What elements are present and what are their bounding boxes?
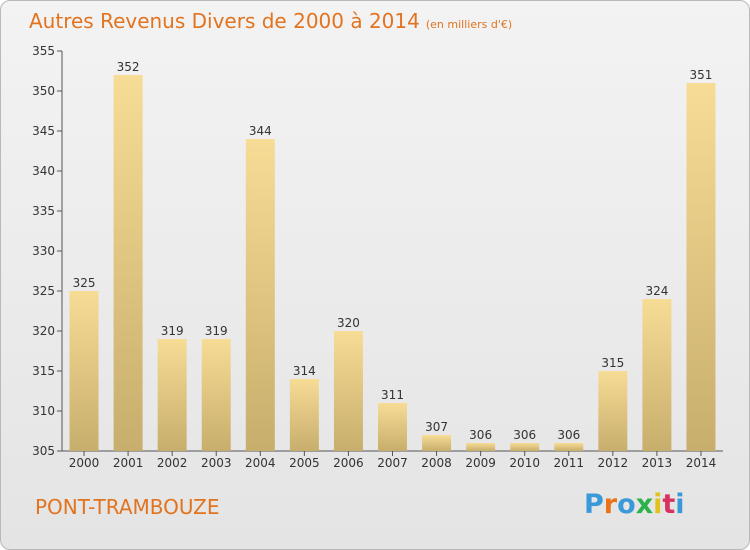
bar — [113, 75, 143, 451]
bar — [466, 443, 496, 451]
bar — [510, 443, 540, 451]
bar-value-label: 344 — [249, 124, 272, 138]
x-tick-label: 2000 — [69, 456, 100, 470]
bar — [378, 403, 407, 451]
bar-value-label: 314 — [293, 364, 316, 378]
chart-axes: 305 310 315 320 325 330 335 340 345 350 355 2000 200… — [32, 44, 723, 470]
x-tick-label: 2007 — [377, 456, 408, 470]
bar — [554, 443, 584, 451]
bar — [333, 331, 363, 451]
logo-letter: r — [603, 489, 618, 520]
x-tick-label: 2013 — [642, 456, 673, 470]
x-tick-label: 2014 — [686, 456, 717, 470]
proxiti-logo: Proxiti — [584, 489, 685, 520]
x-tick-label: 2010 — [509, 456, 540, 470]
bar-value-label: 319 — [161, 324, 184, 338]
y-tick-label: 355 — [32, 44, 55, 58]
chart-data-labels: 325 352 319 319 344 314 320 311 307 306 306 306 315 3… — [73, 60, 713, 442]
y-tick-label: 345 — [32, 124, 55, 138]
y-tick-label: 320 — [32, 324, 55, 338]
x-tick-label: 2006 — [333, 456, 364, 470]
bar — [598, 371, 628, 451]
bar — [245, 139, 275, 451]
y-tick-label: 310 — [32, 404, 55, 418]
x-tick-label: 2004 — [245, 456, 276, 470]
bar — [289, 379, 319, 451]
bar-value-label: 325 — [73, 276, 96, 290]
bar — [69, 291, 99, 451]
bar-value-label: 315 — [601, 356, 624, 370]
bar — [422, 435, 452, 451]
x-tick-label: 2005 — [289, 456, 320, 470]
x-tick-label: 2012 — [598, 456, 629, 470]
x-tick-label: 2001 — [113, 456, 144, 470]
y-tick-label: 350 — [32, 84, 55, 98]
bar-value-label: 306 — [469, 428, 492, 442]
x-tick-label: 2003 — [201, 456, 232, 470]
bar — [201, 339, 231, 451]
x-tick-label: 2009 — [465, 456, 496, 470]
y-tick-label: 330 — [32, 244, 55, 258]
bar-value-label: 306 — [513, 428, 536, 442]
logo-letter: x — [635, 489, 654, 520]
chart-unit: (en milliers d'€) — [425, 18, 513, 31]
chart-title-text: Autres Revenus Divers de 2000 à 2014 — [29, 9, 420, 33]
y-tick-label: 315 — [32, 364, 55, 378]
x-tick-label: 2002 — [157, 456, 188, 470]
chart-title: Autres Revenus Divers de 2000 à 2014 (en … — [29, 9, 512, 33]
bar-value-label: 352 — [117, 60, 140, 74]
x-tick-label: 2008 — [421, 456, 452, 470]
commune-name: PONT-TRAMBOUZE — [35, 495, 220, 519]
logo-letter: o — [617, 489, 636, 520]
logo-letter: P — [584, 489, 604, 520]
bar-value-label: 306 — [557, 428, 580, 442]
y-tick-label: 305 — [32, 444, 55, 458]
y-tick-label: 335 — [32, 204, 55, 218]
bar-value-label: 324 — [645, 284, 668, 298]
logo-letter: i — [675, 489, 685, 520]
bar-value-label: 311 — [381, 388, 404, 402]
bar-value-label: 351 — [690, 68, 713, 82]
bar-value-label: 319 — [205, 324, 228, 338]
logo-letter: t — [662, 489, 676, 520]
chart-bars — [69, 75, 716, 451]
y-tick-label: 340 — [32, 164, 55, 178]
y-tick-label: 325 — [32, 284, 55, 298]
bar — [642, 299, 672, 451]
x-tick-label: 2011 — [553, 456, 584, 470]
logo-letter: i — [653, 489, 663, 520]
bar — [157, 339, 187, 451]
bar-value-label: 320 — [337, 316, 360, 330]
bar — [686, 83, 716, 451]
bar-value-label: 307 — [425, 420, 448, 434]
